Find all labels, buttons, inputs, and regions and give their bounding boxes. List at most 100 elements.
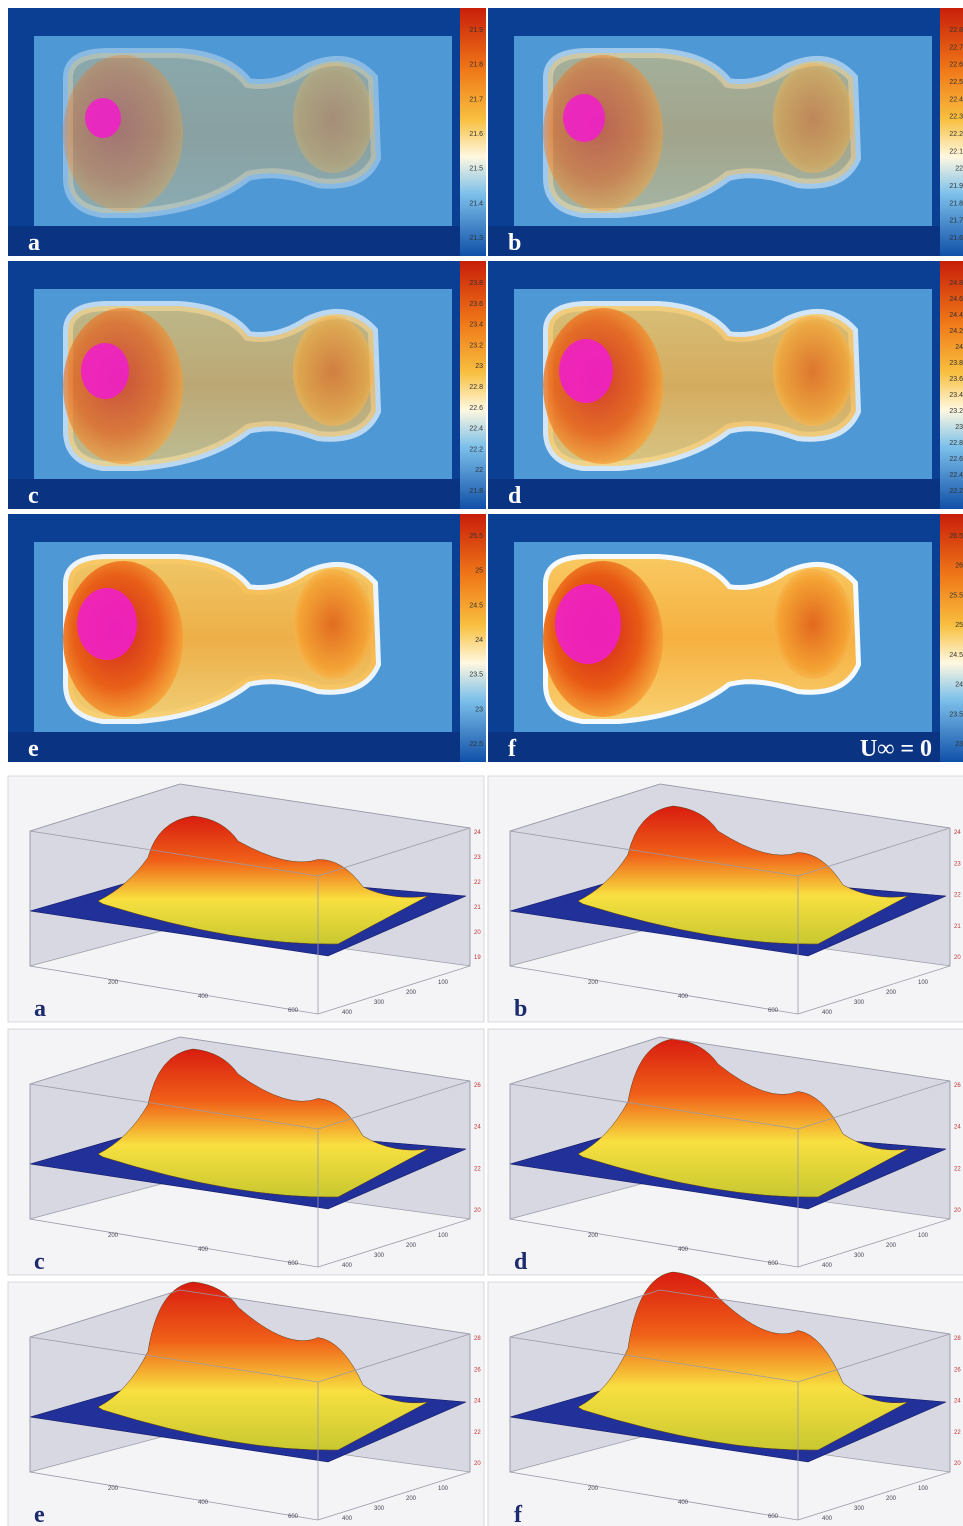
colorbar-tick-label: 23.5: [469, 672, 483, 679]
y-tick-label: 200: [406, 1496, 417, 1502]
y-tick-label: 200: [406, 990, 417, 996]
colorbar-tick-label: 25: [475, 568, 483, 575]
z-tick-label: 20: [954, 955, 961, 961]
z-tick-label: 26: [954, 1083, 961, 1089]
z-tick-label: 21: [954, 924, 961, 930]
surface-panel: 26 24 22 20 200 400 600 100 200 300 400 c: [7, 1028, 485, 1276]
colorbar-tick-label: 22: [955, 166, 963, 173]
surface: [97, 1281, 429, 1451]
colorbar-tick-label: 24.6: [949, 296, 963, 303]
colorbar-tick-label: 21.3: [469, 235, 483, 242]
box-front: [509, 1036, 951, 1268]
z-tick-label: 22: [954, 893, 961, 899]
colorbar-tick-label: 21.8: [469, 62, 483, 69]
y-tick-label: 100: [438, 1486, 449, 1492]
thermal-panel: 26.5 26 25.5 25 24.5 24 23.5 23 f: [488, 514, 963, 762]
x-tick-label: 400: [678, 994, 689, 1000]
surface: [97, 815, 429, 945]
surface: [577, 805, 909, 945]
colorbar-tick-label: 21.7: [469, 96, 483, 103]
colorbar-tick-label: 23: [955, 741, 963, 748]
z-tick-label: 24: [474, 830, 481, 836]
z-tick-label: 24: [474, 1125, 481, 1131]
bottom-band: [8, 732, 460, 762]
colorbar-tick-label: 22.8: [949, 27, 963, 34]
y-tick-label: 300: [374, 1253, 385, 1259]
z-tick-label: 23: [954, 861, 961, 867]
colorbar: [460, 8, 486, 256]
x-tick-label: 600: [288, 1261, 299, 1267]
x-tick-label: 200: [588, 1233, 599, 1239]
peak-spot: [563, 94, 605, 142]
bottom-band: [488, 226, 940, 256]
panel-label: f: [508, 736, 517, 762]
z-tick-label: 24: [954, 1399, 961, 1405]
colorbar-tick-label: 23: [475, 363, 483, 370]
colorbar-tick-label: 22.2: [469, 446, 483, 453]
hot-spot: [543, 55, 663, 211]
y-tick-label: 400: [342, 1263, 353, 1269]
y-tick-label: 400: [342, 1010, 353, 1016]
z-tick-label: 26: [474, 1367, 481, 1373]
box-top: [509, 1080, 951, 1130]
colorbar-tick-label: 23.6: [469, 301, 483, 308]
peak-spot: [77, 588, 137, 660]
z-tick-label: 20: [954, 1461, 961, 1467]
box-front: [29, 1289, 471, 1521]
y-tick-label: 100: [438, 980, 449, 986]
colorbar-tick-label: 26.5: [949, 533, 963, 540]
colorbar-tick-label: 22.4: [949, 472, 963, 479]
y-tick-label: 300: [374, 1000, 385, 1006]
colorbar-tick-label: 22.1: [949, 148, 963, 155]
z-tick-label: 21: [474, 905, 481, 911]
colorbar-tick-label: 22.2: [949, 488, 963, 495]
x-tick-label: 600: [768, 1008, 779, 1014]
z-tick-label: 24: [954, 1125, 961, 1131]
colorbar-tick-label: 21.6: [469, 131, 483, 138]
colorbar-tick-label: 25.5: [949, 592, 963, 599]
y-tick-label: 300: [854, 1000, 865, 1006]
colorbar-tick-label: 22.4: [469, 426, 483, 433]
colorbar-tick-label: 22.5: [949, 79, 963, 86]
colorbar-tick-label: 23.2: [469, 342, 483, 349]
colorbar-tick-label: 22.6: [949, 456, 963, 463]
thermal-panel: 23.8 23.6 23.4 23.2 23 22.8 22.6 22.4 22.2 22 21.8…: [8, 261, 486, 509]
peak-spot: [85, 98, 121, 138]
y-tick-label: 200: [886, 1496, 897, 1502]
colorbar-tick-label: 23.8: [469, 280, 483, 287]
thermal-panel: 22.8 22.7 22.6 22.5 22.4 22.3 22.2 22.1 22 21.9 21…: [488, 8, 963, 256]
bottom-band: [488, 479, 940, 509]
colorbar-tick-label: 24.5: [949, 652, 963, 659]
colorbar-tick-label: 21.7: [949, 218, 963, 225]
x-tick-label: 400: [198, 1247, 209, 1253]
z-tick-label: 19: [474, 955, 481, 961]
box-top: [29, 1080, 471, 1130]
colorbar-tick-label: 21.8: [949, 200, 963, 207]
colorbar-tick-label: 22.6: [469, 405, 483, 412]
y-tick-label: 400: [822, 1263, 833, 1269]
colorbar-tick-label: 22.7: [949, 44, 963, 51]
box-front: [509, 1289, 951, 1521]
x-tick-label: 200: [108, 980, 119, 986]
x-tick-label: 400: [678, 1500, 689, 1506]
z-tick-label: 22: [954, 1430, 961, 1436]
x-tick-label: 200: [108, 1233, 119, 1239]
box-front: [509, 783, 951, 1015]
colorbar: [940, 261, 963, 509]
colorbar: [460, 514, 486, 762]
colorbar: [460, 261, 486, 509]
box-top: [509, 1333, 951, 1383]
z-tick-label: 24: [474, 1399, 481, 1405]
x-tick-label: 400: [198, 1500, 209, 1506]
x-tick-label: 600: [768, 1514, 779, 1520]
warm-spot: [293, 316, 373, 426]
panel-label: b: [514, 996, 527, 1022]
colorbar-tick-label: 22.6: [949, 62, 963, 69]
panel-label: f: [514, 1502, 523, 1526]
colorbar-tick-label: 21.9: [469, 27, 483, 34]
surface-panel: 26 24 22 20 200 400 600 100 200 300 400 d: [487, 1028, 963, 1276]
panel-label: c: [34, 1249, 45, 1275]
y-tick-label: 400: [822, 1010, 833, 1016]
y-tick-label: 100: [438, 1233, 449, 1239]
